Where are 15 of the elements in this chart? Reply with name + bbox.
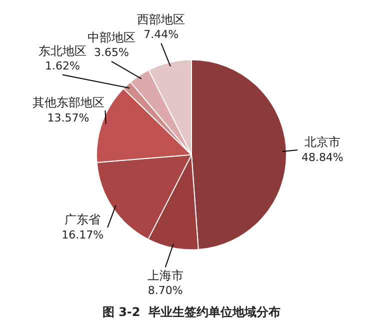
data-label: 13.57% xyxy=(47,111,90,124)
slice-label: 上海市 xyxy=(147,268,184,282)
slice-label: 北京市 xyxy=(304,135,340,150)
slice-label: 西部地区 xyxy=(137,12,186,26)
slice-label: 其他东部地区 xyxy=(32,96,104,110)
data-label: 16.17% xyxy=(62,228,104,242)
data-label: 7.44% xyxy=(144,28,179,42)
data-label: 3.65% xyxy=(94,46,129,60)
data-label: 1.62% xyxy=(44,60,80,73)
slice-label: 东北地区 xyxy=(38,44,86,58)
slice-label: 中部地区 xyxy=(87,30,136,45)
data-label: 8.70% xyxy=(148,284,183,298)
slice-label: 广东省 xyxy=(64,212,101,227)
text: 图 3-2 毕业生签约单位地域分布 xyxy=(102,304,281,319)
data-label: 48.84% xyxy=(301,150,344,164)
